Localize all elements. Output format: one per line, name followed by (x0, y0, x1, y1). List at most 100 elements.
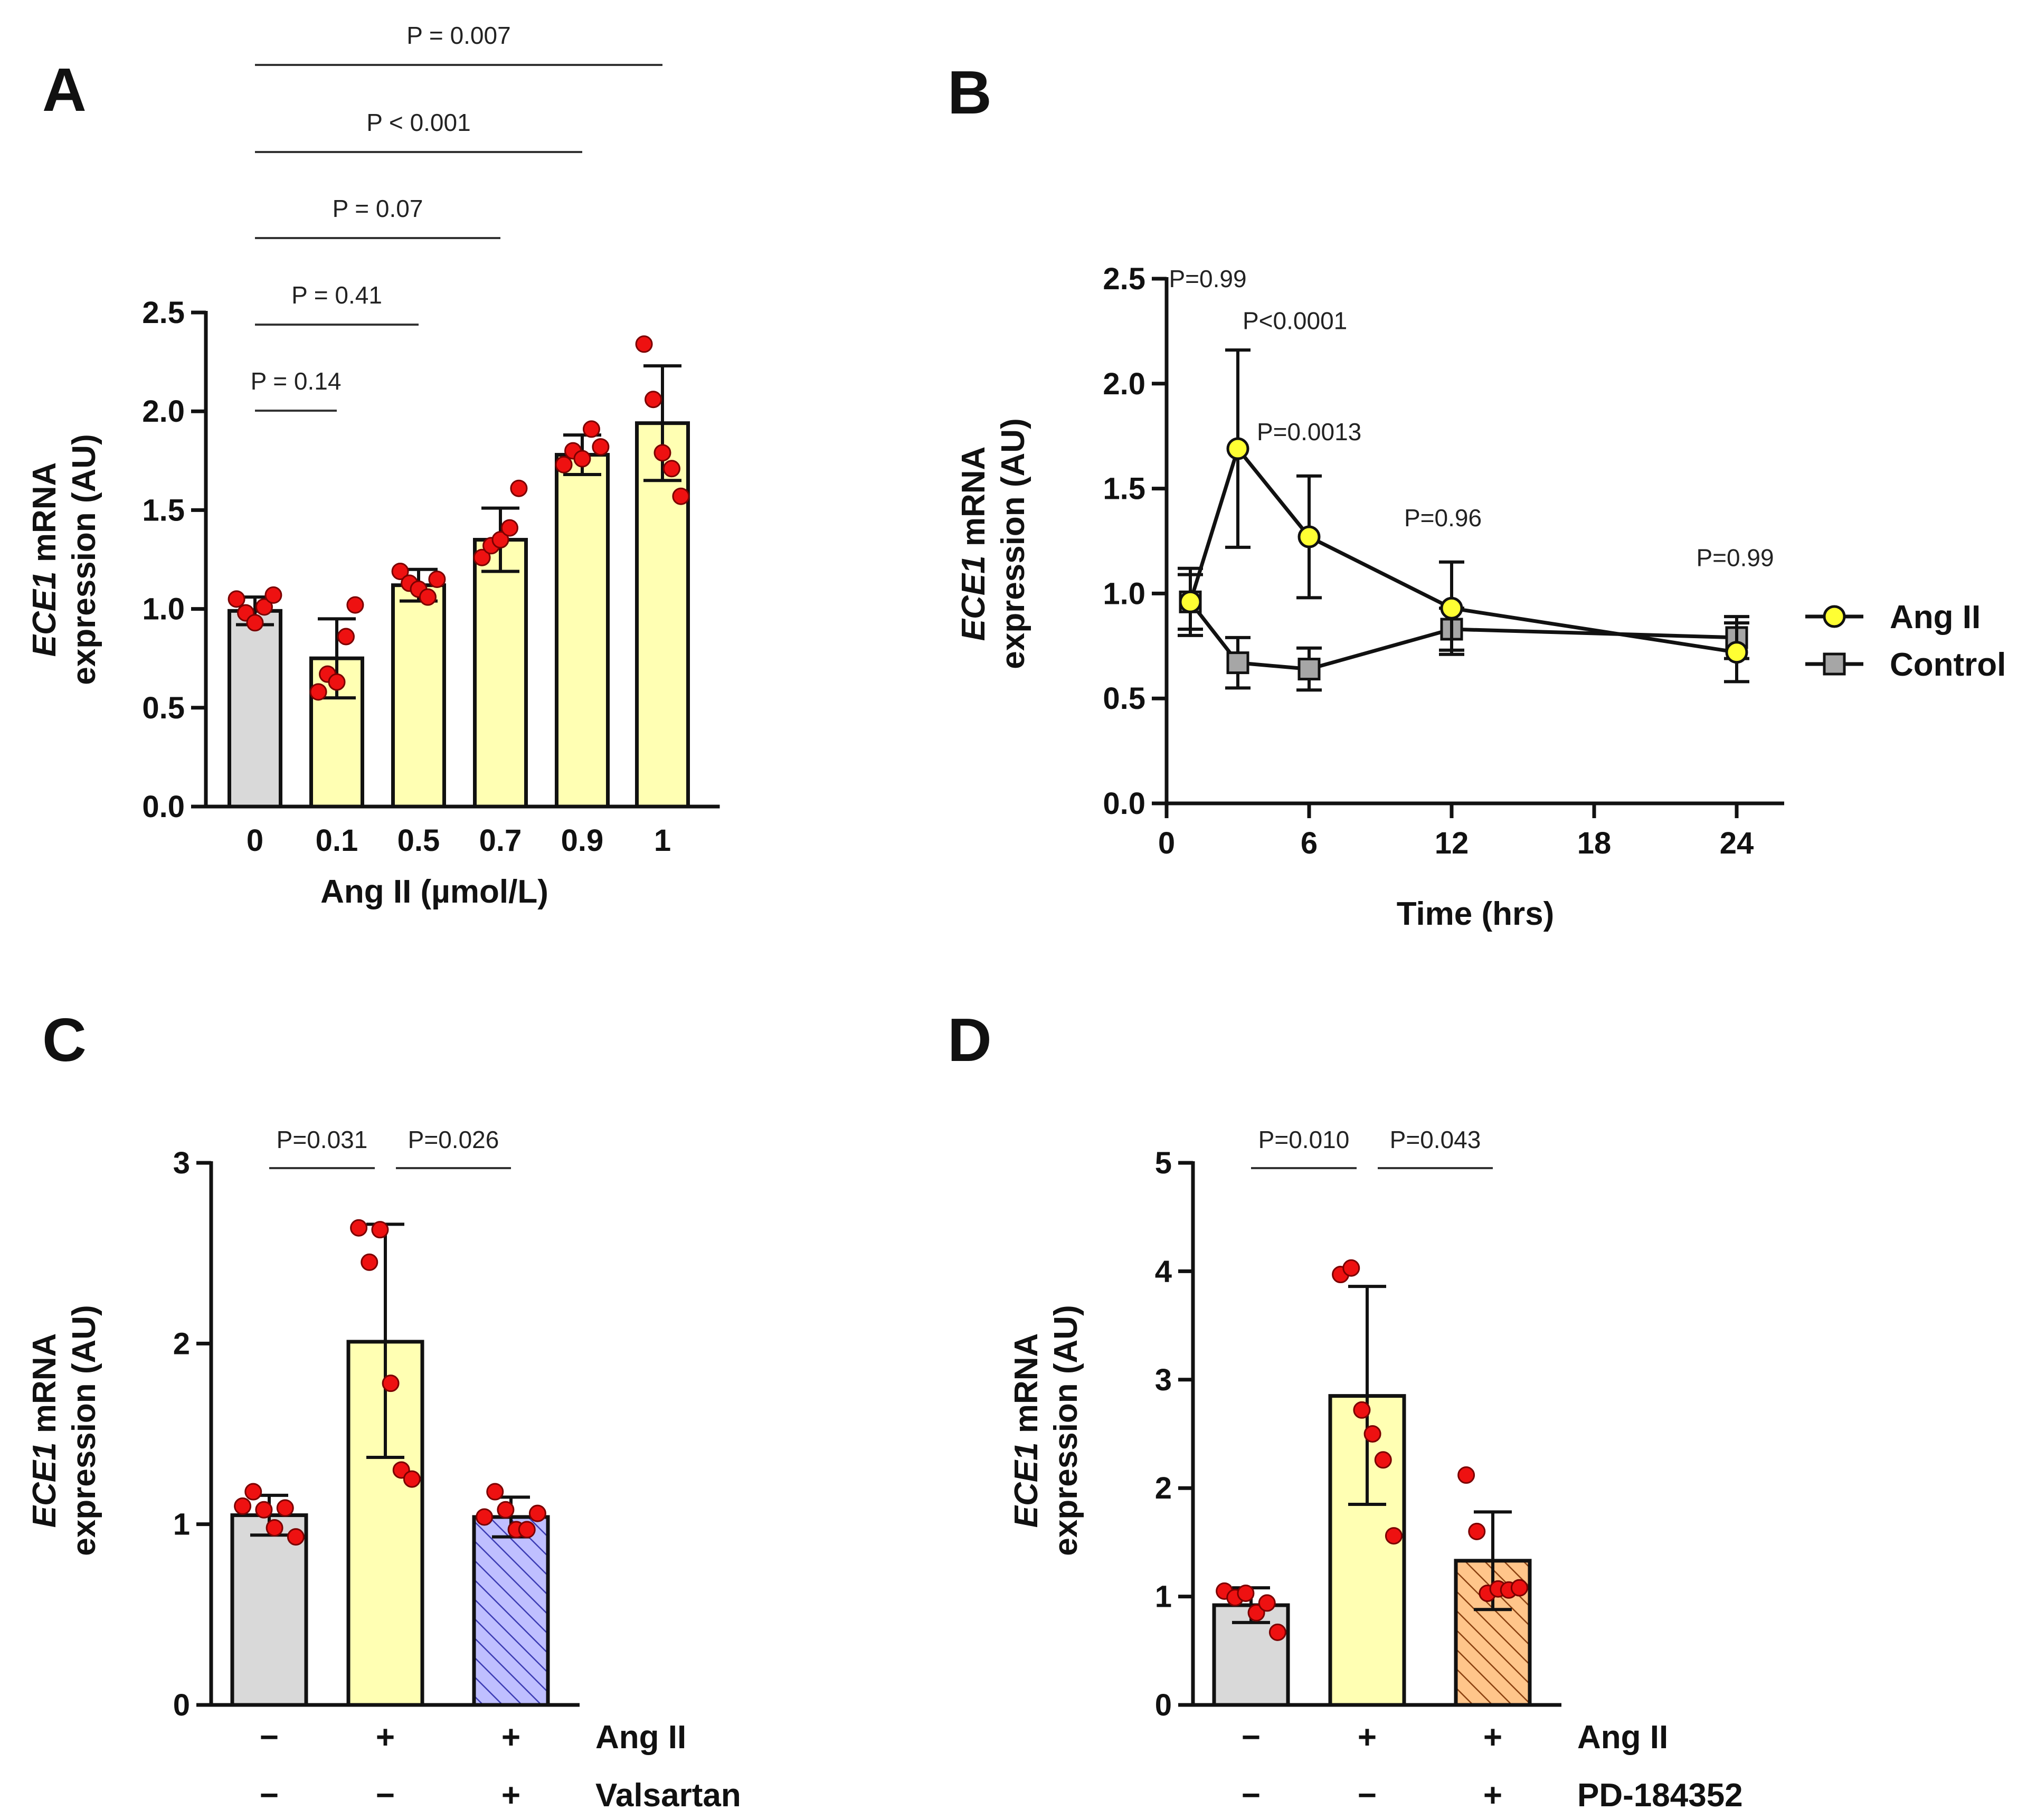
data-point (1468, 1522, 1486, 1540)
data-point (255, 1501, 273, 1519)
condition-label: Ang II (1577, 1719, 1668, 1756)
data-point (592, 438, 610, 456)
bar (228, 609, 282, 809)
data-point (419, 588, 437, 606)
y-tick-label: 2.5 (1103, 262, 1145, 296)
condition-sign: − (1242, 1777, 1261, 1814)
data-point (328, 673, 346, 691)
bar (555, 453, 610, 809)
condition-sign: + (376, 1719, 395, 1756)
y-tick-label: 2.0 (142, 394, 185, 429)
condition-sign: + (1483, 1777, 1502, 1814)
y-tick-label: 0 (1155, 1688, 1172, 1722)
marker-control (1226, 651, 1249, 675)
y-tick-label: 1.0 (142, 592, 185, 627)
condition-label: PD-184352 (1577, 1777, 1743, 1814)
panel-letter-b: B (948, 58, 992, 127)
data-point (371, 1221, 389, 1239)
chart-panel-a: 0.0 0.5 1.0 1.5 2.0 2.5 0 0.1 0.5 0.7 0.9 1 Ang II (… (142, 22, 720, 910)
data-point (337, 628, 355, 646)
x-axis-title: Time (hrs) (1397, 896, 1555, 932)
y-tick-label: 2.5 (142, 296, 185, 330)
data-point (228, 590, 245, 608)
data-point (635, 335, 653, 353)
data-point (309, 683, 327, 701)
chart-panel-d: 0 1 2 3 4 5 − + + Ang II − − + PD-184352 P=0.010 P=0.04… (1155, 1126, 1743, 1814)
marker-angii (1440, 596, 1463, 620)
data-point (672, 487, 690, 505)
y-tick-label: 0.0 (1103, 786, 1145, 821)
data-point (428, 570, 446, 588)
svg-text:expression (AU): expression (AU) (1048, 1305, 1084, 1556)
legend-label-angii: Ang II (1890, 599, 1981, 636)
y-axis-title-a: ECE1 mRNA expression (AU) (26, 434, 102, 685)
condition-sign: + (501, 1777, 520, 1814)
y-tick-label: 1.5 (1103, 472, 1145, 506)
x-tick-label: 24 (1720, 826, 1754, 860)
data-point (653, 444, 671, 462)
data-point (266, 1519, 283, 1537)
data-point (645, 391, 662, 409)
data-point (246, 614, 264, 632)
y-tick-label: 3 (1155, 1363, 1172, 1397)
legend-marker-angii (1823, 605, 1846, 628)
comparison-label: P = 0.41 (291, 281, 382, 309)
data-point (264, 586, 282, 604)
x-tick-label: 12 (1435, 826, 1469, 860)
y-tick-label: 2.0 (1103, 367, 1145, 401)
condition-sign: − (1242, 1719, 1261, 1756)
data-point (350, 1219, 368, 1237)
data-point (476, 1508, 494, 1526)
x-tick-label: 0.7 (479, 823, 522, 858)
y-tick-label: 3 (173, 1146, 190, 1180)
p-value-annotation: P=0.96 (1404, 504, 1482, 532)
data-point (497, 1501, 515, 1519)
condition-label: Ang II (595, 1719, 686, 1756)
svg-text:expression (AU): expression (AU) (995, 418, 1031, 669)
y-axis-title-c: ECE1 mRNA expression (AU) (26, 1305, 102, 1556)
comparison-label: P = 0.007 (406, 22, 510, 49)
x-tick-label: 0.1 (316, 823, 358, 858)
comparison-label: P=0.043 (1390, 1126, 1481, 1153)
x-tick-label: 0.9 (561, 823, 604, 858)
legend-marker-control (1823, 652, 1846, 676)
condition-sign: − (376, 1777, 395, 1814)
data-point (518, 1521, 536, 1539)
x-tick-label: 0 (247, 823, 263, 858)
y-tick-label: 2 (1155, 1471, 1172, 1505)
svg-text:ECE1 mRNA: ECE1 mRNA (955, 447, 992, 641)
svg-text:expression (AU): expression (AU) (66, 1305, 102, 1556)
series-line-control (1189, 601, 1737, 671)
y-tick-label: 1 (1155, 1580, 1172, 1614)
data-point (361, 1253, 378, 1271)
condition-sign: + (1358, 1719, 1377, 1756)
x-tick-label: 0.5 (397, 823, 440, 858)
marker-angii (1179, 590, 1202, 613)
y-tick-label: 0.0 (142, 790, 185, 824)
data-point (473, 548, 491, 566)
data-point (491, 531, 509, 549)
comparison-label: P=0.010 (1258, 1126, 1350, 1153)
data-point (1258, 1594, 1276, 1612)
data-point (1268, 1623, 1286, 1641)
data-point (1457, 1466, 1475, 1484)
condition-sign: − (260, 1719, 279, 1756)
condition-label: Valsartan (595, 1777, 741, 1814)
data-point (1342, 1259, 1360, 1277)
condition-sign: + (1483, 1719, 1502, 1756)
data-point (1353, 1401, 1371, 1419)
data-point (287, 1528, 305, 1546)
bar (473, 538, 528, 809)
data-point (1247, 1604, 1265, 1622)
data-point (382, 1375, 400, 1392)
marker-angii (1297, 525, 1321, 548)
p-value-annotation: P=0.0013 (1257, 418, 1361, 445)
data-point (244, 1483, 262, 1501)
data-point (1385, 1527, 1403, 1545)
panel-letter-c: C (42, 1006, 87, 1074)
svg-text:ECE1 mRNA: ECE1 mRNA (1008, 1333, 1045, 1528)
x-tick-label: 6 (1301, 826, 1318, 860)
y-tick-label: 1.5 (142, 493, 185, 527)
chart-panel-b: 0.0 0.5 1.0 1.5 2.0 2.5 0 6 12 18 24 Time (hrs) P=0.… (1103, 262, 2006, 932)
